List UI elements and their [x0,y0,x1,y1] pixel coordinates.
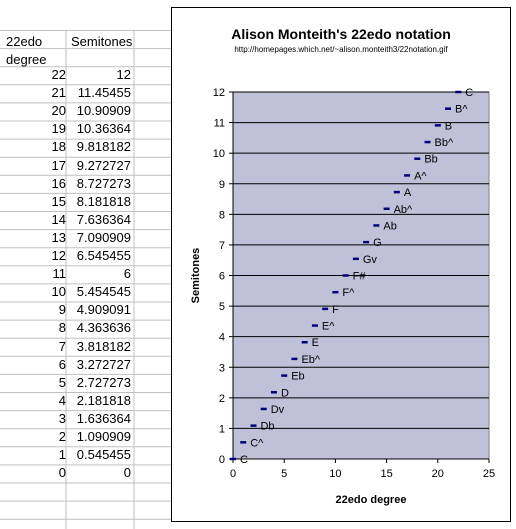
x-axis-label: 22edo degree [336,494,407,506]
data-point-label: Bb^ [435,137,454,149]
y-tick-label: 4 [219,332,225,344]
cell-degree[interactable]: 15 [51,193,66,209]
y-tick-label: 3 [219,362,225,374]
data-point-label: Eb [291,371,304,383]
cell-semitones[interactable]: 10.90909 [76,103,131,119]
cell-semitones[interactable]: 3.272727 [76,356,131,372]
data-point-label: C [240,454,248,466]
cell-semitones[interactable]: 3.818182 [76,338,131,354]
cell-semitones[interactable]: 6.545455 [76,248,131,263]
cell-degree[interactable]: 10 [51,284,66,300]
data-point-label: F^ [342,287,355,299]
data-point-label: A^ [414,170,427,182]
cell-degree[interactable]: 14 [51,211,66,227]
data-point-label: Gv [363,254,378,266]
cell-degree[interactable]: 16 [51,175,66,191]
data-point-label: C^ [250,437,264,449]
cell-semitones[interactable]: 7.636364 [76,211,131,227]
cell-degree[interactable]: 5 [58,374,66,390]
cell-degree[interactable]: 11 [52,266,67,282]
y-tick-label: 11 [214,118,225,130]
cell-semitones[interactable]: 9.818182 [76,139,131,155]
data-point-label: E [312,337,319,349]
data-point-label: Ab^ [394,204,413,216]
cell-semitones[interactable]: 4.363636 [76,320,131,336]
cell-semitones[interactable]: 11.45455 [77,85,131,101]
y-tick-label: 2 [219,393,225,405]
data-point-label: C [465,87,473,99]
header-degree[interactable]: degree [6,52,47,67]
cell-degree[interactable]: 20 [51,103,66,119]
y-tick-label: 7 [219,240,225,252]
cell-semitones[interactable]: 1.090909 [76,429,131,444]
chart-subtitle: http://homepages.which.net/~alison.monte… [234,45,448,54]
cell-degree[interactable]: 21 [51,85,66,101]
cell-semitones[interactable]: 2.181818 [76,392,131,408]
cell-degree[interactable]: 17 [51,157,66,173]
y-tick-label: 8 [219,209,225,221]
cell-semitones[interactable]: 2.727273 [76,374,131,390]
cell-degree[interactable]: 12 [51,248,66,263]
x-tick-label: 25 [483,468,495,480]
cell-degree[interactable]: 13 [51,229,66,245]
x-tick-label: 15 [380,468,392,480]
cell-semitones[interactable]: 1.636364 [76,410,131,426]
cell-degree[interactable]: 19 [51,121,66,137]
data-point-label: Bb [424,154,437,166]
header-22edo[interactable]: 22edo [6,34,43,49]
cell-degree[interactable]: 4 [58,392,66,408]
cell-semitones[interactable]: 12 [116,67,131,82]
x-tick-label: 20 [432,468,444,480]
y-tick-label: 6 [219,271,225,283]
cell-degree[interactable]: 22 [51,67,66,82]
cell-semitones[interactable]: 6 [123,266,131,282]
data-point-label: F# [353,271,367,283]
cell-semitones[interactable]: 0 [123,465,131,481]
chart-title: Alison Monteith's 22edo notation [231,26,451,42]
data-point-label: G [373,237,382,249]
data-point-label: Eb^ [301,354,320,366]
cell-degree[interactable]: 2 [58,429,66,444]
y-tick-label: 9 [219,179,225,191]
cell-semitones[interactable]: 0.545455 [76,447,131,463]
cell-degree[interactable]: 8 [58,320,66,336]
y-tick-label: 5 [219,301,225,313]
data-point-label: Ab [383,220,396,232]
x-tick-label: 10 [329,468,341,480]
cell-degree[interactable]: 7 [58,338,66,354]
x-tick-label: 0 [230,468,236,480]
data-point-label: B [445,120,452,132]
cell-degree[interactable]: 18 [51,139,66,155]
y-tick-label: 12 [213,87,225,99]
data-point-label: Db [260,421,274,433]
cell-semitones[interactable]: 4.909091 [76,302,131,318]
cell-semitones[interactable]: 10.36364 [76,121,131,137]
data-point-label: F [332,304,339,316]
data-point-label: A [404,187,412,199]
y-axis-label: Semitones [190,248,202,304]
data-point-label: D [281,387,289,399]
cell-degree[interactable]: 1 [58,447,66,463]
cell-degree[interactable]: 3 [58,410,66,426]
y-tick-label: 0 [219,454,225,466]
cell-semitones[interactable]: 5.454545 [76,284,131,300]
data-point-label: E^ [322,321,335,333]
cell-semitones[interactable]: 8.727273 [76,175,131,191]
cell-degree[interactable]: 9 [58,302,66,318]
cell-semitones[interactable]: 7.090909 [76,229,131,245]
chart-svg: Alison Monteith's 22edo notation http://h… [190,26,495,506]
cell-semitones[interactable]: 8.181818 [76,193,131,209]
cell-degree[interactable]: 0 [58,465,66,481]
cell-semitones[interactable]: 9.272727 [76,157,131,173]
header-semitones[interactable]: Semitones [71,34,133,49]
cell-degree[interactable]: 6 [58,356,66,372]
data-point-label: Dv [271,404,285,416]
y-tick-label: 1 [219,423,225,435]
x-tick-label: 5 [281,468,287,480]
y-tick-label: 10 [213,148,225,160]
data-point-label: B^ [455,104,468,116]
